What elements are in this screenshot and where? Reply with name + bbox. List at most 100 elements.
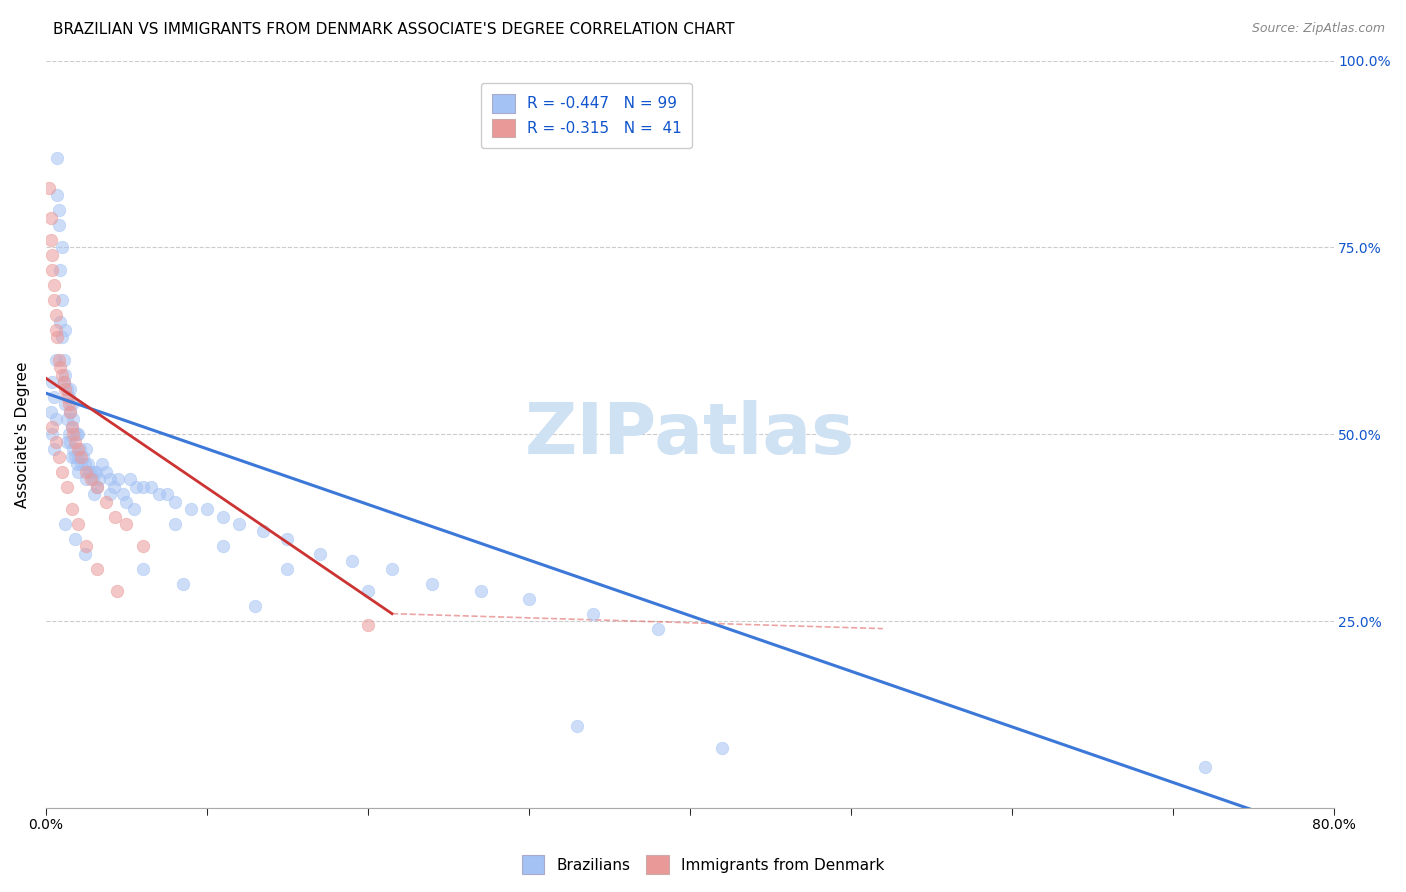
Point (63, 427, 86, 442)
Point (51, 293, 73, 307)
Point (76, 457, 98, 471)
Point (53, 397, 76, 411)
Point (52, 375, 75, 389)
Point (51, 330, 73, 344)
Point (38, 180, 60, 194)
Point (276, 532, 298, 546)
Point (41, 248, 63, 262)
Point (195, 502, 218, 516)
Point (67, 450, 90, 464)
Point (62, 412, 84, 426)
Point (86, 480, 108, 494)
Point (308, 547, 330, 561)
Point (91, 457, 114, 471)
Point (53, 323, 76, 337)
Point (65, 457, 87, 471)
Point (62, 442, 84, 457)
Point (53, 368, 76, 382)
Point (45, 434, 67, 449)
Point (83, 465, 105, 479)
Point (647, 622, 669, 636)
Point (124, 502, 146, 516)
Point (46, 151, 69, 165)
Point (94, 465, 117, 479)
Point (41, 427, 63, 442)
Point (49, 315, 72, 329)
Point (59, 383, 82, 397)
Point (52, 352, 75, 367)
Point (46, 330, 69, 344)
Point (381, 562, 404, 576)
Text: ZIPatlas: ZIPatlas (524, 400, 855, 469)
Point (80, 465, 103, 479)
Point (42, 277, 65, 292)
Point (48, 203, 70, 218)
Point (39, 405, 62, 419)
Point (105, 584, 128, 599)
Point (63, 450, 86, 464)
Point (83, 487, 105, 501)
Point (79, 465, 101, 479)
Legend: Brazilians, Immigrants from Denmark: Brazilians, Immigrants from Denmark (516, 849, 890, 880)
Point (420, 576, 443, 591)
Legend: R = -0.447   N = 99, R = -0.315   N =  41: R = -0.447 N = 99, R = -0.315 N = 41 (481, 83, 692, 148)
Point (163, 516, 186, 531)
Y-axis label: Associate's Degree: Associate's Degree (15, 361, 30, 508)
Point (59, 405, 82, 419)
Point (45, 412, 67, 426)
Point (52, 375, 75, 389)
Text: BRAZILIAN VS IMMIGRANTS FROM DENMARK ASSOCIATE'S DEGREE CORRELATION CHART: BRAZILIAN VS IMMIGRANTS FROM DENMARK ASS… (53, 22, 735, 37)
Point (45, 352, 67, 367)
Point (75, 442, 97, 457)
Point (103, 480, 125, 494)
Point (87, 472, 110, 486)
Point (63, 434, 86, 449)
Point (252, 524, 274, 539)
Point (70, 450, 93, 464)
Point (60, 397, 83, 411)
Point (131, 540, 153, 554)
Point (67, 427, 90, 442)
Point (470, 584, 492, 599)
Point (60, 450, 83, 464)
Point (70, 457, 93, 471)
Point (104, 509, 127, 524)
Point (517, 591, 540, 606)
Point (48, 450, 70, 464)
Point (60, 420, 83, 434)
Point (73, 547, 96, 561)
Point (98, 472, 121, 486)
Point (107, 472, 129, 486)
Point (58, 390, 80, 404)
Point (62, 427, 84, 442)
Point (51, 368, 73, 382)
Point (60, 502, 83, 516)
Point (42, 293, 65, 307)
Point (69, 442, 91, 457)
Point (86, 562, 108, 576)
Point (58, 427, 80, 442)
Point (42, 442, 65, 457)
Point (53, 383, 76, 397)
Text: Source: ZipAtlas.com: Source: ZipAtlas.com (1251, 22, 1385, 36)
Point (59, 434, 82, 449)
Point (228, 516, 250, 531)
Point (80, 472, 103, 486)
Point (48, 218, 70, 232)
Point (51, 465, 73, 479)
Point (276, 562, 298, 576)
Point (1194, 760, 1216, 774)
Point (67, 516, 90, 531)
Point (67, 465, 90, 479)
Point (148, 487, 170, 501)
Point (125, 480, 148, 494)
Point (49, 359, 72, 374)
Point (82, 472, 104, 486)
Point (56, 390, 79, 404)
Point (245, 599, 267, 614)
Point (582, 607, 605, 621)
Point (131, 562, 153, 576)
Point (67, 442, 90, 457)
Point (56, 383, 79, 397)
Point (172, 576, 194, 591)
